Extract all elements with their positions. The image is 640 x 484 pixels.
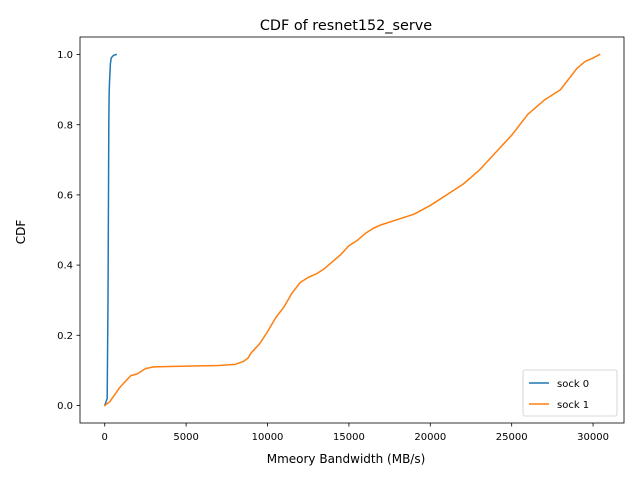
axes-frame — [79, 36, 625, 424]
x-axis-label: Mmeory Bandwidth (MB/s) — [267, 452, 426, 466]
series-line-0 — [103, 53, 118, 407]
x-tick-label: 20000 — [414, 432, 446, 443]
y-tick-label: 0.0 — [57, 401, 73, 412]
y-tick-label: 0.4 — [57, 261, 73, 272]
x-tick-label: 25000 — [496, 432, 528, 443]
x-tick-label: 0 — [102, 432, 108, 443]
y-tick-label: 0.6 — [57, 191, 73, 202]
x-tick-label: 30000 — [577, 432, 609, 443]
chart-title: CDF of resnet152_serve — [260, 18, 432, 34]
legend-label-1: sock 1 — [557, 400, 589, 411]
plot-area — [79, 36, 625, 424]
y-axis-label: CDF — [14, 220, 28, 245]
series-line-1 — [103, 53, 601, 407]
y-axis-ticks: 0.0 0.2 0.4 0.6 0.8 1.0 — [57, 50, 80, 412]
x-axis-ticks: 0 5000 10000 15000 20000 25000 30000 — [102, 423, 609, 443]
x-tick-label: 5000 — [173, 432, 198, 443]
x-tick-label: 10000 — [252, 432, 284, 443]
y-tick-label: 1.0 — [57, 50, 73, 61]
x-tick-label: 15000 — [333, 432, 365, 443]
y-tick-label: 0.2 — [57, 331, 73, 342]
legend: sock 0 sock 1 — [522, 369, 618, 417]
legend-label-0: sock 0 — [557, 379, 589, 390]
y-tick-label: 0.8 — [57, 120, 73, 131]
